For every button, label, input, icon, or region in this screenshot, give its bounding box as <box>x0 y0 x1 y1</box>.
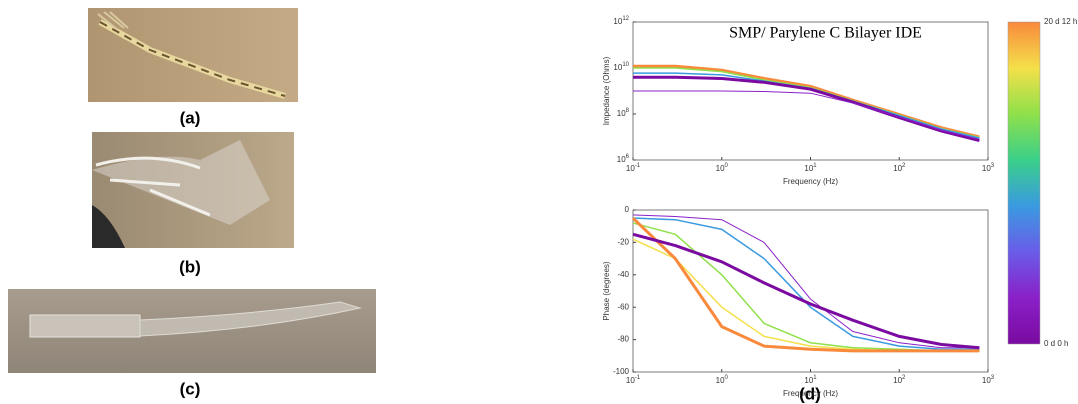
series-line <box>633 72 980 139</box>
series-line <box>632 214 980 349</box>
series-line <box>632 232 980 350</box>
chart-title: SMP/ Parylene C Bilayer IDE <box>729 25 922 42</box>
tick-label: 103 <box>982 163 995 174</box>
tick-base: 10 <box>613 63 622 72</box>
tick-label: -100 <box>613 367 630 376</box>
tick-label: -40 <box>617 270 629 279</box>
tick-label: 102 <box>893 163 906 174</box>
tick-power: 3 <box>991 375 995 381</box>
x-axis-label: Frequency (Hz) <box>783 389 838 398</box>
tick-power: 3 <box>991 163 995 169</box>
tick-base: 10 <box>893 164 902 173</box>
tick-power: 12 <box>622 16 629 22</box>
tick-power: 2 <box>902 375 906 381</box>
tick-power: 0 <box>725 163 729 169</box>
tick-label: 1010 <box>613 62 629 73</box>
tick-base: 10 <box>804 164 813 173</box>
tick-label: 10-1 <box>626 375 641 386</box>
photo-c <box>8 289 376 373</box>
photo-b <box>92 132 294 248</box>
x-axis-label: Frequency (Hz) <box>783 177 838 186</box>
tick-base: 10 <box>716 164 725 173</box>
tick-base: 10 <box>716 376 725 385</box>
tick-label: 101 <box>804 375 817 386</box>
series-line <box>633 75 980 143</box>
series-line <box>633 90 980 140</box>
tick-base: 10 <box>626 164 635 173</box>
panel-label: (d) <box>799 384 821 403</box>
tick-power: 2 <box>902 163 906 169</box>
tick-label: -20 <box>617 238 629 247</box>
tick-label: 102 <box>893 375 906 386</box>
tick-base: 10 <box>804 376 813 385</box>
photo-a <box>88 8 298 102</box>
panel-label: (c) <box>180 379 201 398</box>
tick-label: -80 <box>617 335 629 344</box>
tick-power: 1 <box>813 163 817 169</box>
series-line <box>632 238 980 352</box>
tick-label: 1012 <box>613 16 629 27</box>
series-line <box>631 217 980 353</box>
colorbar-scale <box>1007 21 1041 345</box>
y-axis-label: Phase (degrees) <box>602 261 611 320</box>
plot-frame <box>632 209 989 373</box>
tick-power: 10 <box>622 62 629 68</box>
tick-power: 6 <box>626 154 630 160</box>
tick-label: 103 <box>982 375 995 386</box>
tick-base: 10 <box>617 109 626 118</box>
tick-base: 10 <box>617 155 626 164</box>
panel-label: (b) <box>179 257 201 276</box>
tick-label: 10-1 <box>626 163 641 174</box>
tick-label: -60 <box>617 302 629 311</box>
series-line <box>632 222 980 352</box>
tick-base: 10 <box>613 17 622 26</box>
tick-base: 10 <box>893 376 902 385</box>
colorbar-label: 0 d 0 h <box>1044 339 1068 348</box>
tick-power: -1 <box>635 375 641 381</box>
tick-base: 10 <box>626 376 635 385</box>
tick-label: 101 <box>804 163 817 174</box>
series-line <box>633 64 980 139</box>
tick-power: 8 <box>626 108 630 114</box>
colorbar-label: 20 d 12 h <box>1044 17 1077 26</box>
tick-label: 108 <box>617 108 630 119</box>
tick-power: -1 <box>635 163 641 169</box>
tick-label: 100 <box>716 163 729 174</box>
tick-label: 106 <box>617 154 630 165</box>
tick-power: 1 <box>813 375 817 381</box>
series-line <box>632 217 980 351</box>
panel-label: (a) <box>180 108 201 127</box>
tick-base: 10 <box>982 376 991 385</box>
tick-label: 0 <box>625 205 630 214</box>
tick-power: 0 <box>725 375 729 381</box>
colorbar <box>1007 21 1041 345</box>
y-axis-label: Impedance (Ohms) <box>602 56 611 125</box>
tick-label: 100 <box>716 375 729 386</box>
tick-base: 10 <box>982 164 991 173</box>
